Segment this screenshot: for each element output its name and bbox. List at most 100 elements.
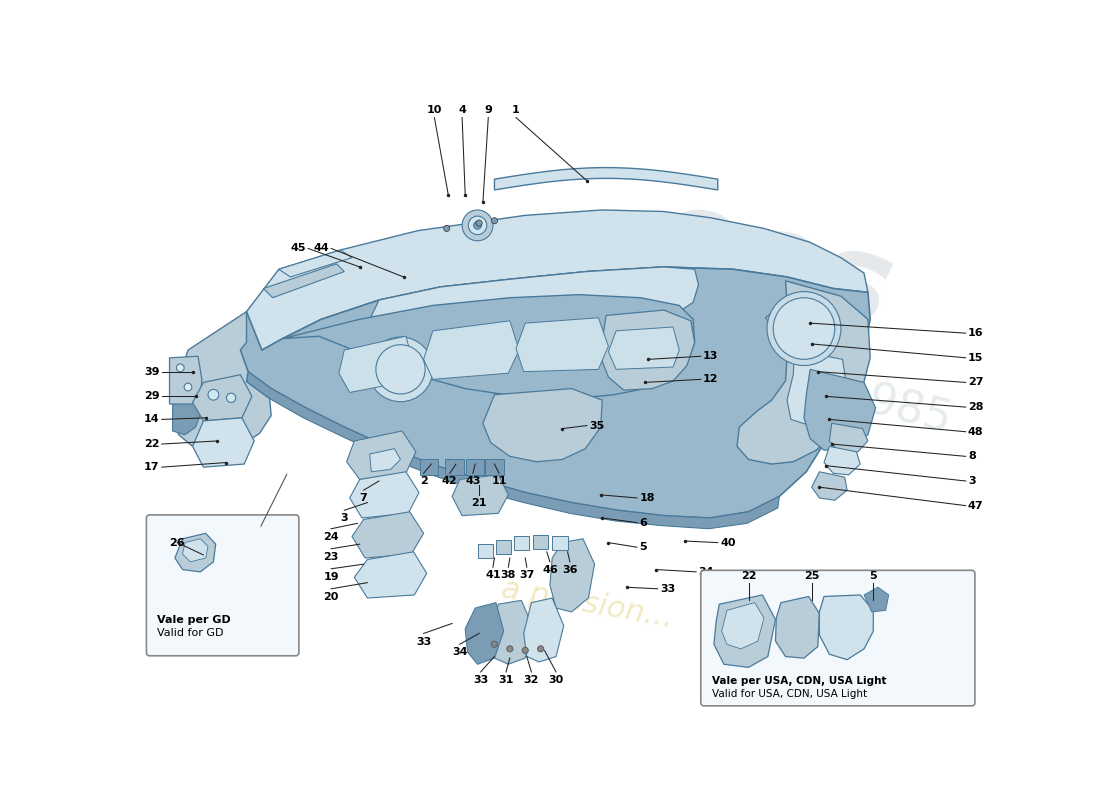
Polygon shape — [524, 598, 563, 662]
Circle shape — [507, 646, 513, 652]
Text: 15: 15 — [968, 353, 983, 363]
Text: 34: 34 — [452, 647, 468, 658]
Circle shape — [462, 210, 493, 241]
Text: 22: 22 — [740, 571, 757, 581]
Polygon shape — [183, 538, 208, 562]
Text: 9: 9 — [484, 106, 492, 115]
Text: 1: 1 — [513, 106, 520, 115]
Polygon shape — [820, 595, 873, 660]
Text: 31: 31 — [498, 675, 514, 685]
Text: 38: 38 — [500, 570, 516, 580]
Text: 28: 28 — [968, 402, 983, 412]
Text: Vale per GD: Vale per GD — [157, 614, 231, 625]
Polygon shape — [824, 446, 860, 475]
Polygon shape — [608, 327, 680, 370]
Text: 20: 20 — [323, 592, 339, 602]
Text: ees: ees — [638, 175, 905, 355]
Text: 2: 2 — [420, 476, 428, 486]
Text: 33: 33 — [473, 675, 488, 685]
Polygon shape — [452, 475, 508, 516]
Text: 42: 42 — [442, 476, 458, 486]
Text: 34: 34 — [698, 567, 714, 577]
Text: 14: 14 — [144, 414, 159, 424]
Text: 33: 33 — [416, 637, 431, 646]
Polygon shape — [370, 449, 400, 472]
Text: 43: 43 — [465, 476, 481, 486]
Text: 46: 46 — [542, 565, 558, 575]
Polygon shape — [865, 587, 889, 612]
Polygon shape — [516, 318, 608, 372]
Polygon shape — [424, 321, 519, 379]
Text: a passion...: a passion... — [498, 575, 675, 634]
Polygon shape — [485, 459, 504, 475]
Text: 39: 39 — [144, 366, 159, 377]
Polygon shape — [495, 168, 717, 190]
Polygon shape — [175, 534, 216, 572]
Text: 5: 5 — [639, 542, 647, 552]
Polygon shape — [465, 602, 504, 664]
Text: 10: 10 — [427, 106, 442, 115]
Polygon shape — [350, 472, 419, 518]
Circle shape — [227, 394, 235, 402]
Text: 22: 22 — [144, 439, 159, 449]
Polygon shape — [279, 250, 352, 277]
Polygon shape — [534, 535, 548, 549]
Text: 47: 47 — [968, 501, 983, 510]
Circle shape — [184, 383, 191, 391]
Polygon shape — [466, 459, 484, 475]
Polygon shape — [339, 336, 414, 393]
Text: 8: 8 — [968, 451, 976, 462]
Text: since 1985: since 1985 — [711, 337, 956, 441]
Text: 13: 13 — [703, 351, 718, 362]
Polygon shape — [550, 538, 594, 612]
Circle shape — [492, 218, 497, 224]
Polygon shape — [714, 595, 775, 667]
Text: Valid for USA, CDN, USA Light: Valid for USA, CDN, USA Light — [712, 689, 867, 698]
Text: 36: 36 — [562, 565, 578, 575]
Text: 45: 45 — [290, 243, 306, 254]
Text: 19: 19 — [323, 572, 339, 582]
Text: 41: 41 — [485, 570, 501, 580]
Text: 35: 35 — [590, 421, 604, 430]
Text: Vale per USA, CDN, USA Light: Vale per USA, CDN, USA Light — [712, 676, 887, 686]
Polygon shape — [173, 312, 271, 452]
Text: 44: 44 — [314, 243, 329, 254]
Text: 16: 16 — [968, 328, 983, 338]
Polygon shape — [552, 537, 568, 550]
Circle shape — [469, 216, 486, 234]
Text: 33: 33 — [660, 584, 675, 594]
Text: 32: 32 — [524, 675, 539, 685]
Polygon shape — [514, 537, 529, 550]
Polygon shape — [804, 370, 876, 450]
Polygon shape — [192, 374, 252, 421]
Polygon shape — [264, 264, 344, 298]
Polygon shape — [360, 267, 698, 350]
Polygon shape — [173, 389, 202, 435]
Circle shape — [538, 646, 543, 652]
Circle shape — [176, 364, 184, 372]
Circle shape — [492, 641, 497, 647]
Polygon shape — [491, 600, 534, 664]
Polygon shape — [603, 310, 695, 390]
Polygon shape — [352, 512, 424, 558]
Circle shape — [474, 222, 482, 230]
Polygon shape — [477, 544, 493, 558]
Polygon shape — [346, 431, 416, 479]
Circle shape — [208, 390, 219, 400]
Text: 48: 48 — [968, 426, 983, 437]
Circle shape — [773, 298, 835, 359]
Polygon shape — [722, 602, 763, 649]
Circle shape — [368, 337, 433, 402]
Text: 21: 21 — [471, 498, 487, 508]
Text: Valid for GD: Valid for GD — [157, 629, 223, 638]
Text: 17: 17 — [144, 462, 159, 472]
Polygon shape — [496, 540, 512, 554]
Text: 5: 5 — [869, 571, 877, 581]
Polygon shape — [776, 597, 820, 658]
Text: 6: 6 — [639, 518, 647, 527]
Text: 26: 26 — [169, 538, 185, 547]
Circle shape — [476, 220, 482, 226]
Text: 3: 3 — [968, 476, 976, 486]
Circle shape — [767, 291, 842, 366]
Polygon shape — [169, 356, 202, 404]
